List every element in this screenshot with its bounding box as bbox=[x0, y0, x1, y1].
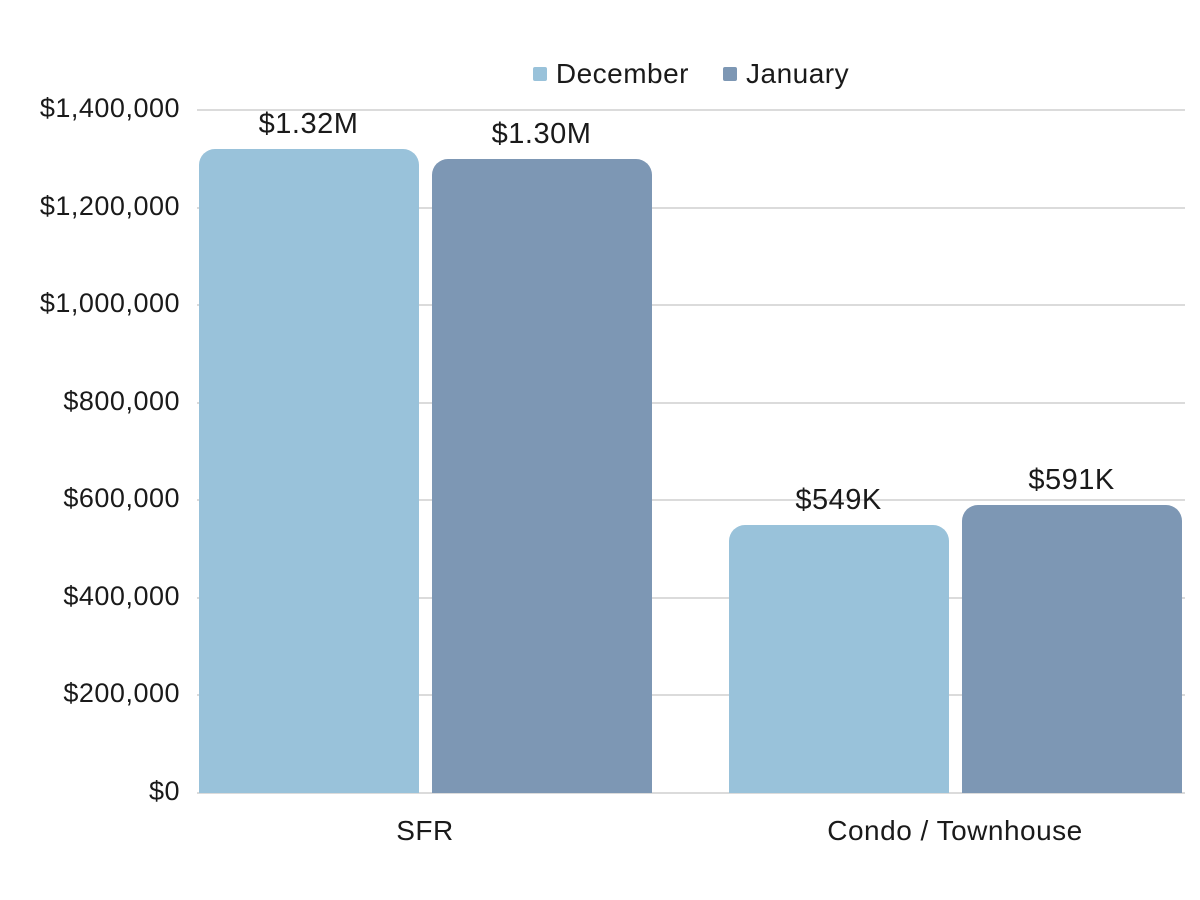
gridline bbox=[197, 401, 1185, 404]
legend-label-december: December bbox=[555, 58, 690, 89]
gridline bbox=[197, 206, 1185, 209]
legend-item-january: January bbox=[723, 58, 849, 90]
gridline bbox=[197, 694, 1185, 697]
legend-swatch-january-icon bbox=[723, 67, 738, 81]
y-axis-tick-label: $0 bbox=[148, 776, 180, 806]
y-axis-tick-label: $1,400,000 bbox=[39, 93, 180, 123]
y-axis-tick-label: $200,000 bbox=[63, 678, 180, 709]
bar-december-condo-townhouse bbox=[728, 525, 949, 793]
data-label-december-sfr: $1.32M bbox=[258, 108, 359, 141]
legend-swatch-december-icon bbox=[532, 67, 547, 81]
y-axis-tick-label: $600,000 bbox=[63, 483, 180, 514]
y-axis-tick-label: $400,000 bbox=[63, 580, 180, 611]
gridline bbox=[197, 499, 1185, 502]
legend-label-january: January bbox=[746, 58, 850, 89]
gridline bbox=[197, 792, 1185, 794]
gridline bbox=[197, 596, 1185, 599]
x-axis-label-sfr: SFR bbox=[396, 815, 454, 846]
x-axis-label-condo-townhouse: Condo / Townhouse bbox=[827, 815, 1083, 846]
chart-legend: December January bbox=[197, 55, 1185, 93]
gridline bbox=[197, 304, 1185, 307]
data-label-january-sfr: $1.30M bbox=[491, 117, 592, 150]
data-label-december-condo-townhouse: $549K bbox=[795, 484, 882, 517]
bar-january-sfr bbox=[431, 158, 652, 793]
data-label-january-condo-townhouse: $591K bbox=[1028, 463, 1115, 496]
y-axis-tick-label: $800,000 bbox=[63, 385, 180, 416]
legend-item-december: December bbox=[532, 58, 690, 90]
gridline bbox=[197, 109, 1185, 111]
bar-december-sfr bbox=[198, 149, 419, 793]
y-axis-tick-label: $1,000,000 bbox=[39, 288, 180, 319]
y-axis-tick-label: $1,200,000 bbox=[39, 190, 180, 221]
bar-january-condo-townhouse bbox=[961, 504, 1182, 793]
